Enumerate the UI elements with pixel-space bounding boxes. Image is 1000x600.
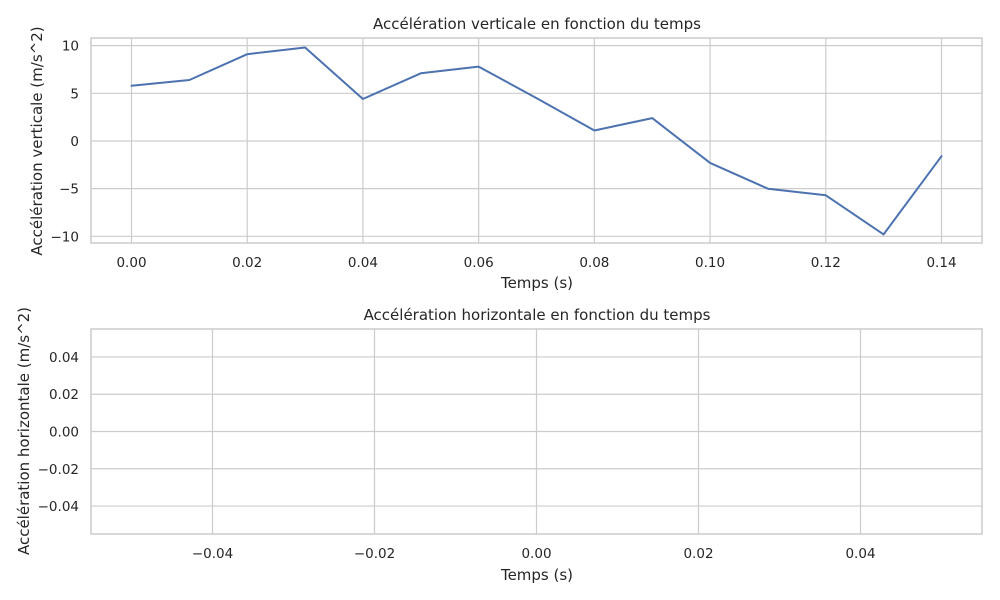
chart-title: Accélération verticale en fonction du te… bbox=[373, 15, 701, 33]
y-tick-label: 0.02 bbox=[49, 387, 79, 403]
x-tick-label: 0.12 bbox=[811, 255, 841, 271]
series-layer bbox=[130, 46, 943, 236]
y-tick-label: −0.04 bbox=[38, 499, 79, 515]
series-line bbox=[130, 46, 943, 236]
x-tick-label: 0.04 bbox=[348, 255, 378, 271]
y-tick-label: 5 bbox=[70, 86, 79, 102]
x-tick-label: 0.14 bbox=[926, 255, 956, 271]
y-tick-label: 10 bbox=[62, 39, 79, 55]
x-tick-label: 0.08 bbox=[579, 255, 609, 271]
x-axis-label: Temps (s) bbox=[500, 566, 573, 584]
y-tick-label: −0.02 bbox=[38, 462, 79, 478]
x-tick-label: 0.10 bbox=[695, 255, 725, 271]
x-tick-label: −0.02 bbox=[354, 546, 395, 562]
y-tick-label: 0.04 bbox=[49, 350, 79, 366]
x-axis-label: Temps (s) bbox=[500, 274, 573, 292]
vertical-acceleration-chart: Accélération verticale en fonction du te… bbox=[28, 15, 983, 292]
grid bbox=[91, 329, 982, 534]
horizontal-acceleration-chart: Accélération horizontale en fonction du … bbox=[15, 306, 983, 584]
plot-frame bbox=[90, 37, 983, 244]
grid bbox=[91, 38, 982, 243]
chart-title: Accélération horizontale en fonction du … bbox=[364, 306, 711, 324]
x-tick-label: 0.02 bbox=[683, 546, 713, 562]
y-tick-label: 0 bbox=[70, 134, 79, 150]
x-tick-label: 0.06 bbox=[464, 255, 494, 271]
y-tick-label: −10 bbox=[51, 229, 80, 245]
x-tick-label: −0.04 bbox=[192, 546, 233, 562]
x-tick-label: 0.00 bbox=[521, 546, 551, 562]
y-axis-label: Accélération horizontale (m/s^2) bbox=[15, 307, 33, 555]
x-tick-label: 0.04 bbox=[845, 546, 875, 562]
x-tick-label: 0.02 bbox=[232, 255, 262, 271]
y-axis-label: Accélération verticale (m/s^2) bbox=[28, 26, 46, 255]
x-tick-label: 0.00 bbox=[116, 255, 146, 271]
tick-labels: −0.04 −0.02 0.00 0.02 0.04 −0.04 −0.02 0.00 0.02… bbox=[38, 350, 876, 562]
y-tick-label: 0.00 bbox=[49, 425, 79, 441]
tick-labels: 0.00 0.02 0.04 0.06 0.08 0.10 0.12 0.14 −10 −5 0 5 1… bbox=[51, 39, 957, 271]
y-tick-label: −5 bbox=[59, 182, 79, 198]
plot-frame bbox=[90, 328, 983, 535]
